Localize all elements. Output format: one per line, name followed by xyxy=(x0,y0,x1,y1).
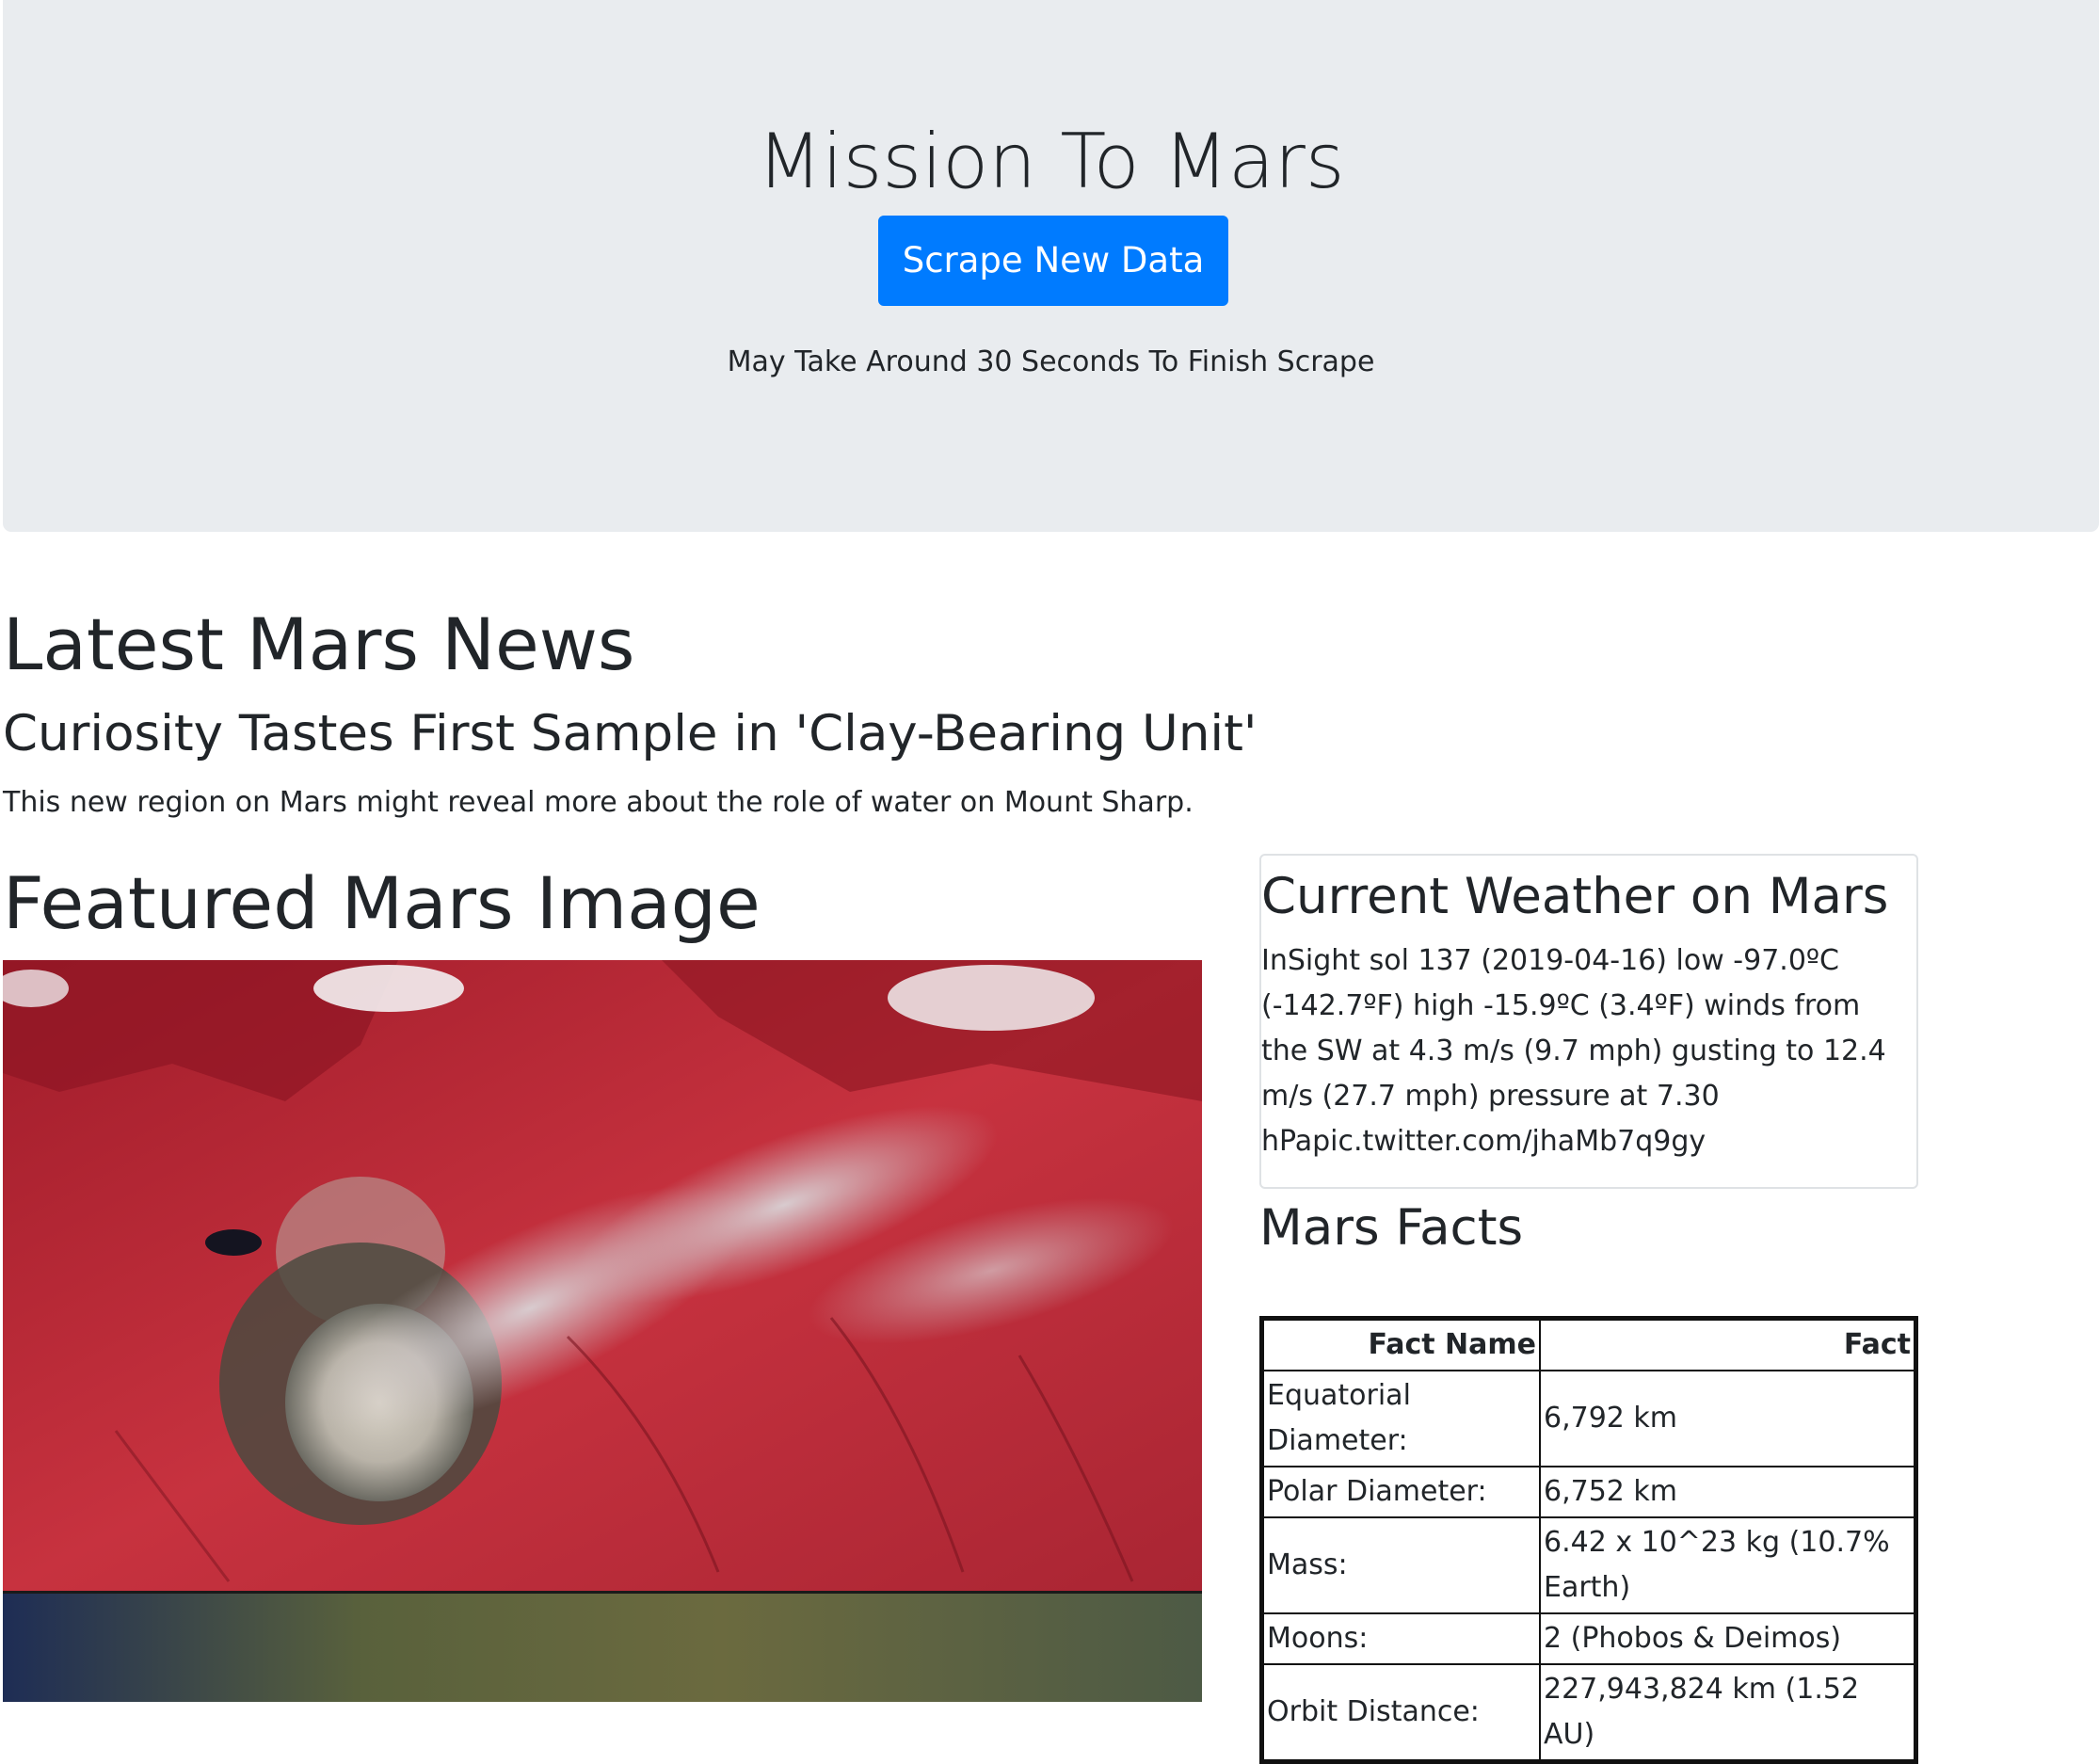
fact-value-cell: 227,943,824 km (1.52 AU) xyxy=(1539,1663,1917,1763)
news-article-teaser: This new region on Mars might reveal mor… xyxy=(3,786,1194,819)
news-article-title: Curiosity Tastes First Sample in 'Clay-B… xyxy=(3,705,1258,762)
fact-value-cell: 6,792 km xyxy=(1539,1370,1917,1467)
jumbotron: Mission To Mars Scrape New Data May Take… xyxy=(3,0,2099,532)
mars-facts-table: Fact Name Fact Equatorial Diameter: 6,79… xyxy=(1259,1316,1918,1764)
table-row: Equatorial Diameter: 6,792 km xyxy=(1260,1370,1917,1467)
fact-name-cell: Moons: xyxy=(1260,1612,1541,1665)
weather-heading: Current Weather on Mars xyxy=(1261,868,1889,925)
featured-mars-image xyxy=(3,960,1202,1702)
page-title: Mission To Mars xyxy=(757,118,1345,205)
fact-value-cell: 2 (Phobos & Deimos) xyxy=(1539,1612,1917,1665)
mars-facts-heading: Mars Facts xyxy=(1259,1199,1524,1257)
fact-name-cell: Mass: xyxy=(1260,1516,1541,1614)
table-row: Polar Diameter: 6,752 km xyxy=(1260,1466,1917,1518)
fact-name-cell: Orbit Distance: xyxy=(1260,1663,1541,1763)
news-section-heading: Latest Mars News xyxy=(3,602,635,686)
featured-image-heading: Featured Mars Image xyxy=(3,861,761,945)
table-header-row: Fact Name Fact xyxy=(1260,1317,1917,1371)
scrape-new-data-button[interactable]: Scrape New Data xyxy=(878,216,1228,306)
fact-name-cell: Equatorial Diameter: xyxy=(1260,1370,1541,1467)
fact-name-cell: Polar Diameter: xyxy=(1260,1466,1541,1518)
weather-report: InSight sol 137 (2019-04-16) low -97.0ºC… xyxy=(1261,944,1886,1158)
weather-card: Current Weather on Mars InSight sol 137 … xyxy=(1259,854,1918,1189)
fact-value-cell: 6,752 km xyxy=(1539,1466,1917,1518)
column-header-fact-name: Fact Name xyxy=(1260,1317,1541,1371)
column-header-fact: Fact xyxy=(1539,1317,1917,1371)
table-row: Mass: 6.42 x 10^23 kg (10.7% Earth) xyxy=(1260,1516,1917,1614)
table-row: Moons: 2 (Phobos & Deimos) xyxy=(1260,1612,1917,1665)
scrape-duration-note: May Take Around 30 Seconds To Finish Scr… xyxy=(727,345,1375,378)
table-row: Orbit Distance: 227,943,824 km (1.52 AU) xyxy=(1260,1663,1917,1763)
fact-value-cell: 6.42 x 10^23 kg (10.7% Earth) xyxy=(1539,1516,1917,1614)
